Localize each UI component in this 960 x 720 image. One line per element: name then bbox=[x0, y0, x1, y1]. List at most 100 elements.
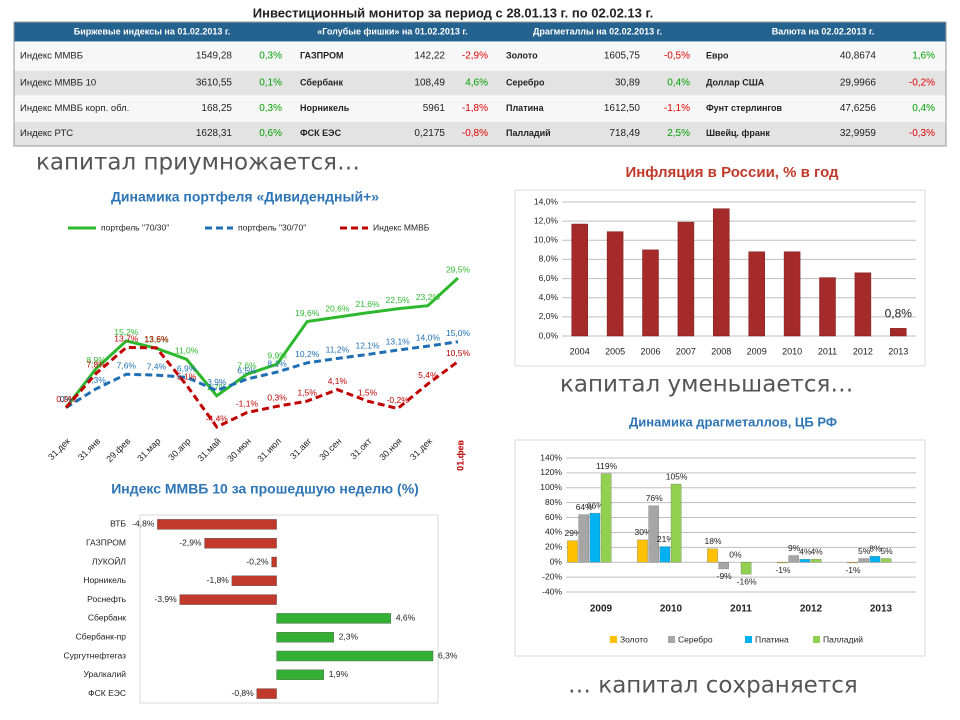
table-column-header: Драгметаллы на 02.02.2013 г. bbox=[533, 26, 662, 36]
bar bbox=[231, 575, 277, 586]
table-cell-name: Золото bbox=[506, 50, 538, 60]
table-cell-value: 718,49 bbox=[609, 128, 640, 139]
x-tick-label: 2005 bbox=[605, 346, 625, 356]
legend-label: Индекс ММВБ bbox=[373, 222, 430, 232]
data-label: 4,6% bbox=[396, 613, 416, 623]
table-cell-change: 0,3% bbox=[259, 103, 282, 114]
data-label: 15,2% bbox=[114, 327, 139, 337]
y-tick-label: Уралкалий bbox=[83, 669, 126, 679]
y-tick-label: 80% bbox=[545, 497, 562, 507]
table-cell-value: 32,9959 bbox=[840, 128, 877, 139]
x-tick-label: 31.окт bbox=[348, 436, 373, 461]
data-label: 30% bbox=[634, 527, 651, 537]
y-tick-label: ВТБ bbox=[110, 519, 126, 529]
table-cell-value: 108,49 bbox=[414, 78, 445, 89]
series-line bbox=[64, 345, 459, 429]
data-label: 5,1% bbox=[177, 371, 197, 381]
data-label: -0,2% bbox=[246, 556, 269, 566]
data-label: 5% bbox=[858, 546, 871, 556]
data-label: 1,5% bbox=[298, 387, 318, 397]
x-tick-label: 30.апр bbox=[166, 436, 192, 462]
data-label: 13,7% bbox=[114, 334, 139, 344]
data-label: -0,8% bbox=[231, 688, 254, 698]
table-row-bg bbox=[13, 41, 947, 71]
data-label: 3,9% bbox=[207, 377, 227, 387]
table-cell-value: 5961 bbox=[423, 103, 446, 114]
x-tick-label: 2004 bbox=[570, 346, 590, 356]
x-tick-label: 2010 bbox=[660, 604, 683, 615]
series-line bbox=[65, 340, 459, 409]
table-cell-value: 0,2175 bbox=[414, 128, 445, 139]
data-label: 4% bbox=[799, 546, 812, 556]
x-tick-label: 31.янв bbox=[76, 436, 102, 462]
bar bbox=[707, 548, 718, 563]
bar bbox=[890, 328, 907, 337]
data-label: -4,8% bbox=[132, 519, 155, 529]
x-tick-label: 30.сен bbox=[317, 436, 343, 462]
bar bbox=[740, 562, 752, 575]
bar bbox=[748, 251, 765, 337]
table-cell-name: ГАЗПРОМ bbox=[300, 50, 344, 60]
x-tick-label: 31.дек bbox=[46, 436, 72, 462]
x-tick-label: 2011 bbox=[818, 346, 837, 356]
bar bbox=[276, 613, 392, 624]
table-cell-name: Доллар США bbox=[706, 77, 765, 87]
y-tick-label: 14,0% bbox=[534, 196, 559, 206]
legend-label: Палладий bbox=[823, 634, 863, 644]
bar bbox=[648, 505, 659, 563]
data-label: 9% bbox=[788, 543, 801, 553]
chart-frame bbox=[514, 189, 926, 367]
table-cell-change: 0,3% bbox=[259, 51, 282, 62]
table-cell-value: 30,89 bbox=[615, 78, 640, 89]
y-tick-label: 12,0% bbox=[534, 215, 559, 225]
y-tick-label: ГАЗПРОМ bbox=[86, 537, 126, 547]
legend-label: Серебро bbox=[678, 634, 713, 644]
chart-title: Инфляция в России, % в год bbox=[625, 164, 839, 181]
bar bbox=[777, 562, 788, 564]
y-tick-label: Роснефть bbox=[87, 594, 126, 604]
bar bbox=[256, 688, 277, 699]
x-tick-label: 2007 bbox=[676, 346, 696, 356]
chart-title: Индекс ММВБ 10 за прошедшую неделю (%) bbox=[111, 481, 419, 497]
data-label: 1,9% bbox=[329, 669, 349, 679]
page-title: Инвестиционный монитор за период с 28.01… bbox=[253, 5, 653, 20]
table-cell-change: -0,5% bbox=[664, 51, 690, 62]
caption: … капитал сохраняется bbox=[568, 673, 858, 699]
bar bbox=[642, 249, 659, 337]
data-label: 21% bbox=[657, 534, 674, 544]
x-tick-label: 01.фев bbox=[455, 440, 465, 471]
bar bbox=[271, 556, 277, 568]
x-tick-label: 31.мар bbox=[135, 436, 162, 463]
bar bbox=[783, 251, 801, 337]
bar bbox=[854, 272, 872, 337]
legend-label: портфель "70/30" bbox=[101, 222, 169, 232]
data-label: 10,5% bbox=[446, 348, 471, 358]
bar bbox=[858, 558, 869, 563]
bar bbox=[819, 277, 836, 337]
bar bbox=[869, 556, 881, 563]
table-cell-value: 142,22 bbox=[414, 51, 445, 62]
data-label: -0,2% bbox=[387, 395, 410, 405]
y-tick-label: Сургутнефтегаз bbox=[64, 650, 127, 660]
x-tick-label: 31.май bbox=[195, 436, 222, 463]
table-cell-change: 1,6% bbox=[912, 51, 935, 62]
data-label: 4% bbox=[810, 546, 823, 556]
data-label: 13,1% bbox=[386, 336, 411, 346]
table-header-bg bbox=[14, 22, 946, 42]
chart-frame bbox=[514, 439, 926, 657]
data-label: 7,6% bbox=[237, 361, 257, 371]
table-row-bg bbox=[13, 69, 947, 97]
chart-title: Динамика драгметаллов, ЦБ РФ bbox=[629, 414, 837, 429]
data-label: -16% bbox=[737, 576, 757, 586]
data-label: 29,5% bbox=[446, 264, 471, 274]
data-label: 23,2% bbox=[416, 292, 441, 302]
data-label: 105% bbox=[666, 471, 688, 481]
table-cell-name: Платина bbox=[506, 103, 545, 113]
data-label: -1% bbox=[775, 565, 791, 575]
legend-swatch bbox=[668, 636, 675, 643]
bar bbox=[578, 514, 589, 563]
y-tick-label: ЛУКОЙЛ bbox=[92, 555, 126, 566]
data-label: 2,3% bbox=[339, 631, 359, 641]
